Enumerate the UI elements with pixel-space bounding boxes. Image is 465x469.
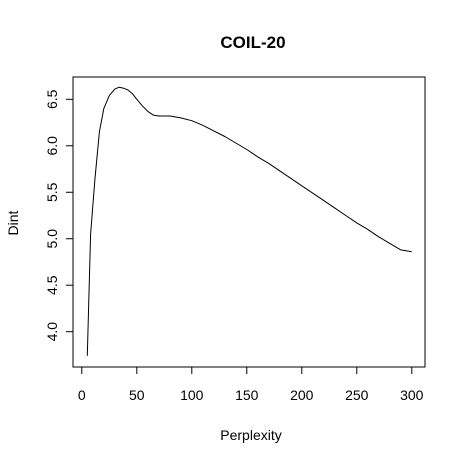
x-axis-label: Perplexity	[220, 427, 281, 443]
x-tick-label: 250	[345, 387, 369, 403]
y-tick-label: 5.0	[44, 229, 60, 249]
x-tick-label: 50	[129, 387, 145, 403]
x-tick-label: 200	[290, 387, 314, 403]
y-axis: 4.0 4.5 5.0 5.5 6.0 6.5	[44, 89, 74, 342]
series-layer	[86, 86, 412, 356]
x-tick-label: 0	[78, 387, 86, 403]
plot-box	[72, 76, 426, 368]
x-tick-label: 100	[180, 387, 204, 403]
series-line	[86, 86, 412, 356]
x-tick-label: 300	[400, 387, 424, 403]
x-axis: 0 50 100 150 200 250 300	[78, 366, 424, 403]
y-tick-label: 4.0	[44, 322, 60, 342]
y-axis-label: Dint	[5, 210, 21, 235]
chart-title: COIL-20	[220, 33, 285, 52]
y-tick-label: 5.5	[44, 182, 60, 202]
y-tick-label: 6.0	[44, 136, 60, 156]
y-tick-label: 4.5	[44, 275, 60, 295]
x-tick-label: 150	[235, 387, 259, 403]
y-tick-label: 6.5	[44, 89, 60, 109]
